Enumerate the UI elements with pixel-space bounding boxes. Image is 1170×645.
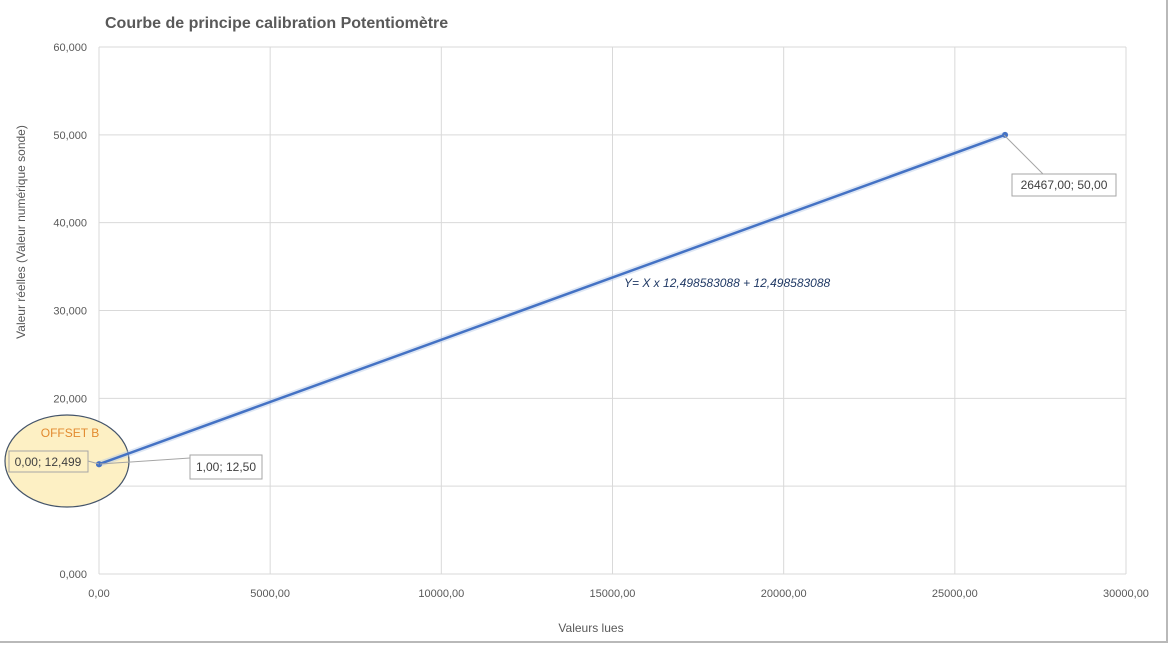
data-label-offset: 0,00; 12,499	[15, 455, 82, 469]
label-box-first	[189, 454, 263, 480]
equation-label: Y= X x 12,498583088 + 12,498583088	[624, 276, 831, 290]
data-label-first: 1,00; 12,50	[196, 460, 256, 474]
data-point	[96, 461, 103, 468]
x-tick-label: 30000,00	[1103, 588, 1149, 600]
y-tick-label: 0,000	[59, 569, 87, 581]
series-points	[96, 131, 1009, 468]
leader-offset	[87, 460, 100, 465]
label-box-offset	[8, 450, 89, 473]
data-point	[1002, 131, 1009, 138]
x-tick-label: 15000,00	[590, 588, 636, 600]
x-tick-label: 20000,00	[761, 588, 807, 600]
grid	[98, 46, 1127, 575]
data-label-last: 26467,00; 50,00	[1021, 178, 1108, 192]
y-tick-label: 60,000	[53, 42, 87, 54]
series-line-path	[97, 133, 1007, 466]
leader-first	[99, 457, 191, 465]
y-tick-label: 20,000	[53, 393, 87, 405]
leader-last	[1003, 134, 1045, 175]
label-box-last	[1011, 173, 1117, 197]
x-tick-label: 5000,00	[250, 588, 290, 600]
offset-label: OFFSET B	[41, 426, 99, 440]
chart-title: Courbe de principe calibration Potentiom…	[105, 15, 449, 32]
series-line	[96, 131, 1009, 468]
x-tick-label: 25000,00	[932, 588, 978, 600]
y-tick-label: 50,000	[53, 130, 87, 142]
x-tick-label: 10000,00	[418, 588, 464, 600]
x-axis-label: Valeurs lues	[558, 621, 624, 635]
x-tick-labels: 0,00 5000,00 10000,00 15000,00 20000,00 25000…	[88, 588, 1149, 600]
y-tick-label: 30,000	[53, 306, 87, 318]
y-tick-label: 40,000	[53, 218, 87, 230]
x-tick-label: 0,00	[88, 588, 109, 600]
